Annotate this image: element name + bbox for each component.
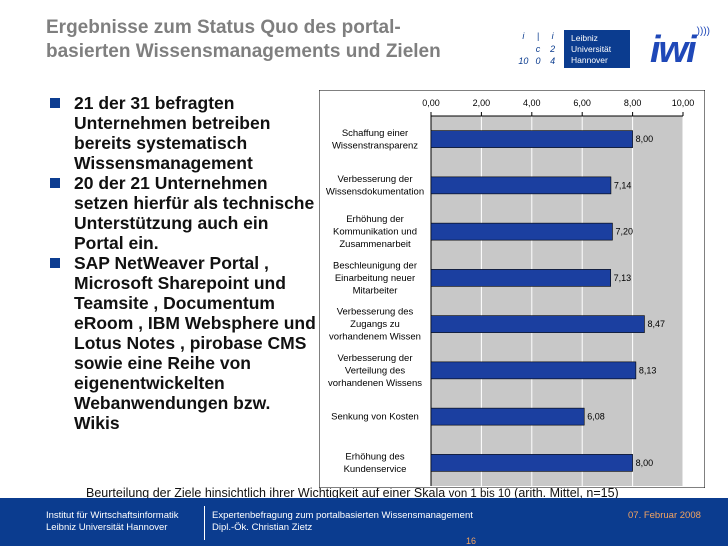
x-tick-label: 0,00 bbox=[422, 98, 440, 108]
uni-name-line: Hannover bbox=[571, 55, 608, 65]
category-label-line: Erhöhung des bbox=[345, 452, 404, 463]
bar bbox=[430, 176, 612, 195]
category-label: Erhöhung des Kundenservice bbox=[344, 452, 407, 476]
uni-name-line: Leibniz bbox=[571, 33, 598, 43]
category-label-line: Erhöhung der bbox=[346, 214, 404, 225]
bar bbox=[430, 361, 637, 380]
leibniz-university-logo: i | i c 2 10 0 4 Leibniz Universität Han… bbox=[516, 30, 632, 68]
category-label-line: Kommunikation und bbox=[333, 227, 417, 238]
data-label: 7,20 bbox=[615, 227, 633, 237]
category-label-line: Kundenservice bbox=[344, 464, 407, 475]
bar bbox=[430, 222, 613, 241]
category-label: Senkung von Kosten bbox=[331, 412, 419, 423]
category-label: Erhöhung der Kommunikation und Zusammenarb… bbox=[333, 214, 417, 250]
footer-divider bbox=[204, 506, 205, 540]
slide-title: Ergebnisse zum Status Quo des portal- ba… bbox=[46, 16, 496, 64]
caption-tail: (arith. Mittel, n=15) bbox=[510, 486, 619, 500]
uni-cell: 4 bbox=[550, 56, 556, 67]
category-label-line: Schaffung einer bbox=[342, 128, 408, 139]
bullet-square-icon bbox=[50, 258, 60, 268]
bullet-list: 21 der 31 befragten Unternehmen betreibe… bbox=[46, 93, 316, 433]
title-line-2: basierten Wissensmanagements und Zielen bbox=[46, 41, 441, 62]
x-tick-label: 10,00 bbox=[672, 98, 695, 108]
uni-cell: 0 bbox=[535, 56, 541, 67]
bullet-item: 21 der 31 befragten Unternehmen betreibe… bbox=[46, 93, 316, 173]
category-label: Verbesserung der Verteilung des vorhandene… bbox=[328, 353, 422, 389]
uni-cell: i bbox=[551, 31, 554, 41]
x-tick-label: 6,00 bbox=[573, 98, 591, 108]
bullet-text: 21 der 31 befragten Unternehmen betreibe… bbox=[74, 93, 271, 173]
iwi-logo: )))) iwi bbox=[650, 26, 712, 72]
bullet-square-icon bbox=[50, 98, 60, 108]
category-label: Verbesserung der Wissensdokumentation bbox=[326, 174, 424, 198]
category-label-line: Verteilung des bbox=[345, 365, 405, 376]
x-tick-label: 8,00 bbox=[624, 98, 642, 108]
uni-cell: c bbox=[535, 43, 541, 54]
category-label-line: Einarbeitung neuer bbox=[335, 273, 415, 284]
bullet-item: SAP NetWeaver Portal , Microsoft Sharepo… bbox=[46, 253, 316, 433]
uni-name-line: Universität bbox=[571, 44, 612, 54]
uni-cell: 2 bbox=[550, 43, 556, 54]
category-label-line: Zusammenarbeit bbox=[339, 239, 411, 250]
footer-institute-line: Leibniz Universität Hannover bbox=[46, 522, 168, 533]
category-label: Beschleunigung der Einarbeitung neuer Mita… bbox=[333, 260, 417, 296]
category-label-line: Mitarbeiter bbox=[353, 285, 398, 296]
category-label-line: vorhandenem Wissen bbox=[329, 332, 421, 343]
bullet-item: 20 der 21 Unternehmen setzen hierfür als… bbox=[46, 173, 316, 253]
bar bbox=[430, 454, 633, 472]
data-label: 7,13 bbox=[614, 273, 632, 283]
data-label: 6,08 bbox=[587, 412, 605, 422]
page-number: 16 bbox=[466, 536, 477, 546]
footer-institute: Institut für Wirtschaftsinformatik Leibn… bbox=[46, 510, 179, 534]
plot-area bbox=[431, 116, 683, 486]
category-label: Schaffung einer Wissenstransparenz bbox=[332, 128, 418, 152]
uni-cell: | bbox=[536, 31, 540, 41]
bar bbox=[430, 269, 611, 287]
footer-bar: Institut für Wirtschaftsinformatik Leibn… bbox=[0, 498, 728, 546]
footer-talk-title: Expertenbefragung zum portalbasierten Wi… bbox=[212, 510, 473, 521]
category-label-line: Verbesserung der bbox=[338, 174, 413, 185]
bullet-text: 20 der 21 Unternehmen setzen hierfür als… bbox=[74, 173, 315, 253]
uni-cell: i bbox=[522, 31, 525, 41]
uni-logo-name: Leibniz Universität Hannover bbox=[564, 30, 630, 68]
uni-logo-mark: i | i c 2 10 0 4 bbox=[516, 30, 560, 68]
footer-author: Dipl.-Ök. Christian Zietz bbox=[212, 522, 313, 533]
bar bbox=[430, 130, 633, 148]
title-line-1: Ergebnisse zum Status Quo des portal- bbox=[46, 17, 401, 38]
iwi-wordmark: iwi bbox=[650, 29, 697, 71]
data-label: 8,00 bbox=[636, 134, 654, 144]
bullet-text: SAP NetWeaver Portal , Microsoft Sharepo… bbox=[74, 253, 316, 433]
caption-text: Beurteilung der Ziele hinsichtlich ihrer… bbox=[86, 486, 449, 500]
category-label-line: Zugangs zu bbox=[350, 319, 400, 330]
footer-talk: Expertenbefragung zum portalbasierten Wi… bbox=[212, 510, 473, 534]
uni-cell: 10 bbox=[518, 56, 529, 67]
x-tick-label: 2,00 bbox=[473, 98, 491, 108]
category-label-line: Wissensdokumentation bbox=[326, 187, 424, 198]
footer-institute-line: Institut für Wirtschaftsinformatik bbox=[46, 510, 179, 521]
bar bbox=[430, 407, 585, 426]
category-label-line: Wissenstransparenz bbox=[332, 140, 418, 151]
caption-scale: von 1 bis 10 bbox=[448, 488, 511, 500]
bar bbox=[430, 315, 645, 333]
iwi-arcs: )))) bbox=[696, 26, 710, 37]
data-label: 8,13 bbox=[639, 365, 657, 375]
x-tick-label: 4,00 bbox=[523, 98, 541, 108]
data-label: 8,47 bbox=[647, 319, 665, 329]
category-label-line: Verbesserung der bbox=[338, 353, 413, 364]
category-label-line: Senkung von Kosten bbox=[331, 412, 419, 423]
category-label-line: Verbesserung des bbox=[337, 307, 414, 318]
uni-cell bbox=[516, 43, 531, 56]
category-label-line: vorhandenen Wissens bbox=[328, 378, 422, 389]
bullet-square-icon bbox=[50, 178, 60, 188]
category-label: Verbesserung des Zugangs zu vorhandenem Wi… bbox=[329, 307, 421, 343]
footer-date: 07. Februar 2008 bbox=[628, 510, 701, 521]
bar-chart: 0,00 2,00 4,00 6,00 8,00 10,00 8,00 Schaffung e… bbox=[319, 90, 705, 488]
category-label-line: Beschleunigung der bbox=[333, 260, 417, 271]
chart-caption: Beurteilung der Ziele hinsichtlich ihrer… bbox=[86, 486, 619, 500]
data-label: 7,14 bbox=[614, 180, 632, 190]
data-label: 8,00 bbox=[636, 458, 654, 468]
